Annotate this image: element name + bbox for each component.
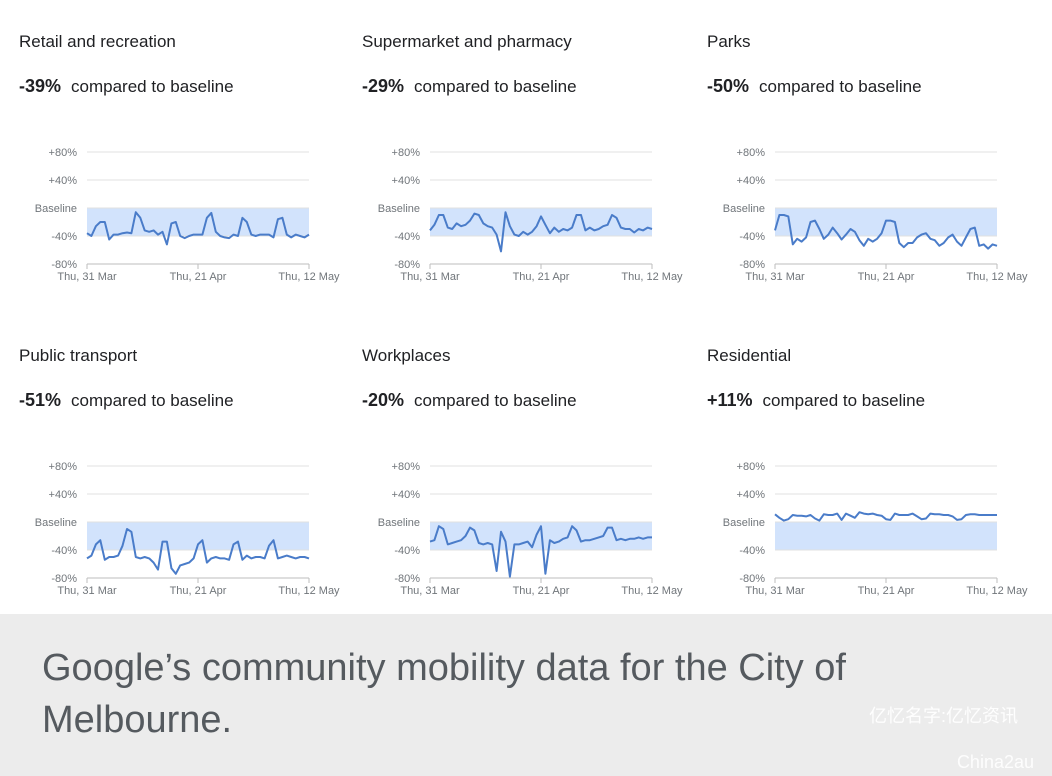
y-tick-label: +40%	[737, 175, 766, 187]
x-tick-label: Thu, 31 Mar	[400, 271, 460, 283]
y-tick-label: +40%	[392, 175, 421, 187]
y-tick-label: +80%	[49, 147, 78, 159]
x-tick-label: Thu, 21 Apr	[858, 271, 915, 283]
y-tick-label: -80%	[51, 259, 77, 271]
y-tick-label: -80%	[394, 259, 420, 271]
series-line	[774, 511, 997, 522]
baseline-band	[775, 522, 997, 550]
public-transport-chart: +80% +40% Baseline -40% -80%Thu, 31 Mar Thu, …	[35, 461, 340, 597]
series-line	[429, 525, 652, 578]
y-tick-label: +80%	[49, 461, 78, 473]
panel-title: Parks	[707, 32, 751, 51]
x-tick-label: Thu, 21 Apr	[170, 271, 227, 283]
y-tick-label: -40%	[51, 545, 77, 557]
residential-chart: +80% +40% Baseline -40% -80%Thu, 31 Mar Thu, …	[723, 461, 1028, 597]
series-line	[429, 211, 653, 253]
supermarket-pharmacy-panel: Supermarket and pharmacy -29% compared to…	[362, 10, 702, 310]
summary-percent: -50%	[707, 76, 750, 96]
caption-band: Google’s community mobility data for the…	[0, 614, 1052, 776]
y-tick-label: -40%	[739, 231, 765, 243]
x-tick-label: Thu, 12 May	[966, 271, 1028, 283]
summary-text: compared to baseline	[414, 77, 577, 96]
panel-title: Public transport	[19, 346, 138, 365]
public-transport-panel: Public transport -51% compared to baselin…	[19, 324, 359, 624]
mobility-charts-grid: Retail and recreation -39% compared to ba…	[19, 10, 1047, 597]
watermark-text: China2au	[956, 752, 1034, 772]
watermark-text: 亿忆名字:亿忆资讯	[868, 706, 1018, 726]
x-tick-label: Thu, 12 May	[278, 585, 340, 597]
residential-panel: Residential +11% compared to baseline +80…	[707, 324, 1047, 624]
summary-text: compared to baseline	[759, 77, 922, 96]
summary-text: compared to baseline	[71, 77, 234, 96]
x-tick-label: Thu, 21 Apr	[170, 585, 227, 597]
summary-percent: +11%	[707, 390, 753, 410]
y-tick-label: -80%	[739, 573, 765, 585]
panel-summary: -51% compared to baseline	[19, 390, 234, 411]
y-tick-label: +80%	[392, 461, 421, 473]
series-line	[86, 528, 310, 575]
y-tick-label: +80%	[392, 147, 421, 159]
summary-text: compared to baseline	[71, 391, 234, 410]
panel-title: Workplaces	[362, 346, 451, 365]
panel-summary: -39% compared to baseline	[19, 76, 234, 97]
y-tick-label: +80%	[737, 461, 766, 473]
x-tick-label: Thu, 21 Apr	[513, 585, 570, 597]
panel-summary: -29% compared to baseline	[362, 76, 577, 97]
summary-text: compared to baseline	[762, 391, 926, 410]
summary-percent: -39%	[19, 76, 62, 96]
panel-title: Retail and recreation	[19, 32, 176, 51]
panel-title: Residential	[707, 346, 792, 365]
caption-text: Google’s community mobility data for the…	[42, 647, 846, 741]
summary-percent: -29%	[362, 76, 405, 96]
y-tick-label: +40%	[737, 489, 766, 501]
summary-text: compared to baseline	[414, 391, 577, 410]
y-tick-label: -80%	[394, 573, 420, 585]
y-tick-label: Baseline	[378, 203, 420, 215]
panel-summary: -50% compared to baseline	[707, 76, 922, 97]
summary-percent: -20%	[362, 390, 405, 410]
x-tick-label: Thu, 31 Mar	[57, 585, 117, 597]
x-tick-label: Thu, 21 Apr	[858, 585, 915, 597]
y-tick-label: -40%	[51, 231, 77, 243]
series-line	[774, 214, 998, 250]
baseline-band	[87, 208, 309, 236]
x-tick-label: Thu, 12 May	[621, 271, 683, 283]
x-tick-label: Thu, 12 May	[621, 585, 683, 597]
y-tick-label: -40%	[739, 545, 765, 557]
supermarket-pharmacy-chart: +80% +40% Baseline -40% -80%Thu, 31 Mar Thu, …	[378, 147, 683, 283]
y-tick-label: Baseline	[723, 517, 765, 529]
y-tick-label: Baseline	[378, 517, 420, 529]
x-tick-label: Thu, 31 Mar	[745, 271, 805, 283]
y-tick-label: -80%	[739, 259, 765, 271]
x-tick-label: Thu, 12 May	[966, 585, 1028, 597]
panel-summary: +11% compared to baseline	[707, 390, 925, 411]
y-tick-label: -80%	[51, 573, 77, 585]
retail-recreation-panel: Retail and recreation -39% compared to ba…	[19, 10, 359, 310]
retail-recreation-chart: +80% +40% Baseline -40% -80%Thu, 31 Mar Thu, …	[35, 147, 340, 283]
x-tick-label: Thu, 31 Mar	[400, 585, 460, 597]
y-tick-label: -40%	[394, 545, 420, 557]
y-tick-label: Baseline	[35, 517, 77, 529]
x-tick-label: Thu, 12 May	[278, 271, 340, 283]
summary-percent: -51%	[19, 390, 62, 410]
series-line	[86, 211, 310, 246]
x-tick-label: Thu, 31 Mar	[745, 585, 805, 597]
y-tick-label: Baseline	[723, 203, 765, 215]
workplaces-chart: +80% +40% Baseline -40% -80%Thu, 31 Mar Thu, …	[378, 461, 683, 597]
panel-title: Supermarket and pharmacy	[362, 32, 572, 51]
y-tick-label: +40%	[49, 175, 78, 187]
y-tick-label: +40%	[49, 489, 78, 501]
y-tick-label: -40%	[394, 231, 420, 243]
panel-summary: -20% compared to baseline	[362, 390, 577, 411]
x-tick-label: Thu, 31 Mar	[57, 271, 117, 283]
parks-chart: +80% +40% Baseline -40% -80%Thu, 31 Mar Thu, …	[723, 147, 1028, 283]
x-tick-label: Thu, 21 Apr	[513, 271, 570, 283]
y-tick-label: +40%	[392, 489, 421, 501]
y-tick-label: +80%	[737, 147, 766, 159]
y-tick-label: Baseline	[35, 203, 77, 215]
workplaces-panel: Workplaces -20% compared to baseline +80%…	[362, 324, 702, 624]
baseline-band	[430, 208, 652, 236]
parks-panel: Parks -50% compared to baseline +80% +40% B…	[707, 10, 1047, 310]
